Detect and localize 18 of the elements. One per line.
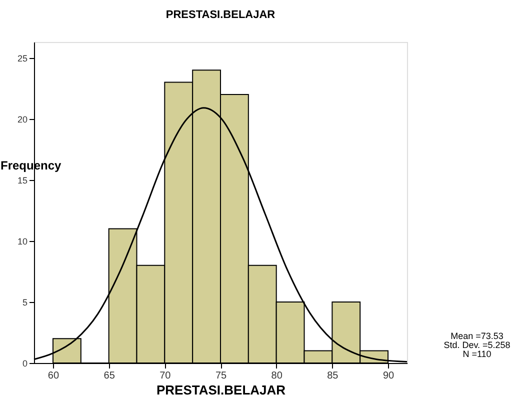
chart-title: PRESTASI.BELAJAR [166,9,276,21]
x-axis-title: PRESTASI.BELAJAR [156,382,286,398]
y-tick-label: 0 [22,358,28,368]
text: Mean =73.53 [450,331,504,341]
y-tick-label: 5 [22,297,28,308]
y-tick-label: 20 [17,114,28,124]
text: Std. Dev. =5.258 [444,340,510,350]
y-tick-label: 10 [17,236,28,246]
x-tick-label: 90 [382,370,395,382]
text: N =110 [462,349,492,359]
x-tick-label: 75 [215,370,227,382]
y-tick-label: 15 [17,175,28,186]
x-tick-label: 60 [48,370,60,382]
y-tick-label: 25 [17,53,28,64]
x-tick-label: 65 [104,370,116,382]
x-tick-label: 80 [271,370,283,382]
x-tick-label: 70 [160,370,172,382]
x-tick-label: 85 [327,370,339,382]
